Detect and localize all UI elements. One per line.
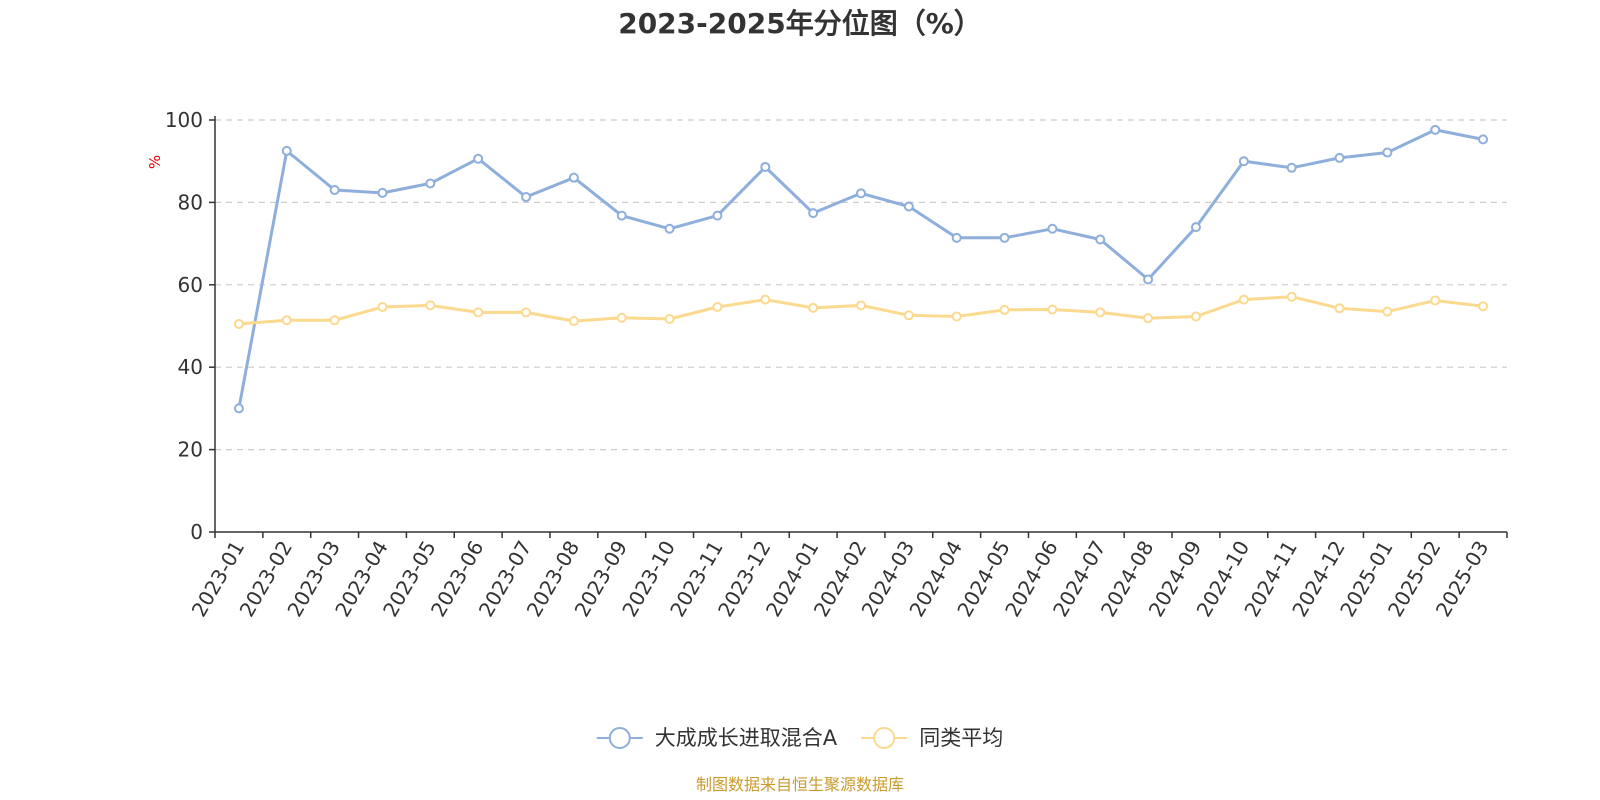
series-2 bbox=[233, 291, 1489, 329]
grid-lines bbox=[215, 119, 1507, 451]
data-point bbox=[1286, 162, 1297, 173]
data-point bbox=[281, 315, 292, 326]
data-point bbox=[1382, 147, 1393, 158]
data-point bbox=[856, 300, 866, 311]
data-point bbox=[903, 310, 914, 321]
legend-label: 同类平均 bbox=[919, 726, 1003, 750]
data-point bbox=[568, 172, 579, 183]
data-point bbox=[1095, 307, 1106, 318]
data-point bbox=[1095, 234, 1106, 245]
data-point bbox=[712, 210, 723, 221]
legend-item: 大成成长进取混合A bbox=[596, 726, 838, 750]
y-tick-label: 80 bbox=[178, 190, 203, 214]
source-note: 制图数据来自恒生聚源数据库 bbox=[696, 775, 904, 794]
data-point bbox=[425, 178, 436, 189]
data-point bbox=[903, 201, 914, 212]
data-point bbox=[760, 294, 771, 305]
chart-title: 2023-2025年分位图（%） bbox=[618, 7, 982, 40]
series-1 bbox=[233, 124, 1489, 414]
data-point bbox=[664, 223, 675, 234]
legend: 大成成长进取混合A 同类平均 bbox=[596, 726, 1003, 750]
data-point bbox=[808, 302, 819, 313]
data-point bbox=[616, 312, 627, 323]
data-point bbox=[999, 304, 1010, 315]
y-axis-ticks: 0 20 40 60 80 100 bbox=[165, 108, 215, 544]
data-point bbox=[1190, 222, 1201, 233]
data-point bbox=[233, 403, 244, 414]
data-point bbox=[999, 232, 1010, 243]
data-point bbox=[473, 153, 484, 164]
data-point bbox=[329, 315, 340, 326]
data-point bbox=[616, 210, 627, 221]
data-point bbox=[377, 302, 388, 313]
data-point bbox=[1334, 152, 1345, 163]
data-point bbox=[951, 232, 962, 243]
data-point bbox=[808, 208, 819, 219]
y-tick-label: 100 bbox=[165, 108, 203, 132]
data-point bbox=[760, 161, 771, 172]
legend-label: 大成成长进取混合A bbox=[655, 726, 838, 750]
data-point bbox=[1286, 291, 1297, 302]
data-point bbox=[1430, 295, 1441, 306]
data-point bbox=[1478, 301, 1489, 312]
data-point bbox=[329, 185, 340, 196]
data-point bbox=[1238, 294, 1249, 305]
data-point bbox=[1190, 311, 1201, 322]
legend-marker bbox=[608, 727, 631, 749]
y-axis-label: % bbox=[146, 155, 164, 169]
y-tick-label: 40 bbox=[178, 355, 203, 379]
data-point bbox=[856, 188, 866, 199]
data-point bbox=[1047, 223, 1058, 234]
data-point bbox=[1382, 306, 1393, 317]
legend-item: 同类平均 bbox=[861, 726, 1003, 750]
data-point bbox=[377, 187, 388, 198]
data-point bbox=[1478, 134, 1489, 145]
data-point bbox=[233, 318, 244, 329]
series-lines bbox=[233, 124, 1489, 414]
data-point bbox=[521, 192, 532, 203]
data-point bbox=[568, 316, 579, 327]
data-point bbox=[664, 313, 675, 324]
data-point bbox=[951, 311, 962, 322]
y-tick-label: 20 bbox=[178, 438, 203, 462]
data-point bbox=[1238, 156, 1249, 167]
data-point bbox=[425, 300, 436, 311]
data-point bbox=[1143, 313, 1154, 324]
data-point bbox=[1143, 274, 1154, 285]
data-point bbox=[1430, 124, 1441, 135]
data-point bbox=[1334, 303, 1345, 314]
data-point bbox=[712, 302, 723, 313]
axes bbox=[214, 116, 1507, 533]
y-tick-label: 0 bbox=[190, 520, 203, 544]
data-point bbox=[521, 307, 532, 318]
data-point bbox=[473, 307, 484, 318]
data-point bbox=[281, 145, 292, 156]
data-point bbox=[1047, 304, 1058, 315]
y-tick-label: 60 bbox=[178, 273, 203, 297]
x-axis-ticks: 2023-012023-022023-032023-042023-052023-… bbox=[187, 532, 1508, 621]
legend-marker bbox=[873, 727, 896, 749]
